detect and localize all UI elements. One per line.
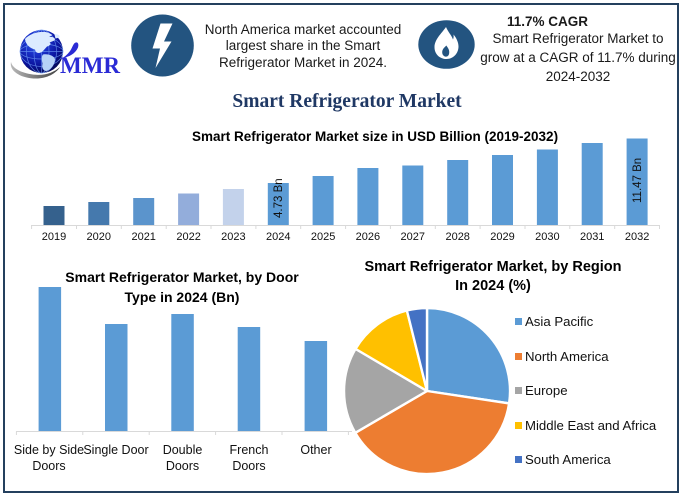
svg-text:Doors: Doors (166, 459, 199, 473)
svg-text:2021: 2021 (131, 231, 155, 243)
svg-text:Doors: Doors (232, 459, 265, 473)
svg-text:2027: 2027 (401, 231, 425, 243)
svg-text:2019: 2019 (42, 231, 66, 243)
svg-text:Side by Side: Side by Side (14, 443, 84, 457)
svg-text:11.47 Bn: 11.47 Bn (632, 158, 644, 203)
svg-text:Doors: Doors (32, 459, 65, 473)
svg-text:French: French (230, 443, 269, 457)
svg-text:MMR: MMR (60, 53, 120, 78)
svg-text:2024: 2024 (266, 231, 290, 243)
svg-text:2031: 2031 (580, 231, 604, 243)
svg-text:2029: 2029 (490, 231, 514, 243)
svg-text:2022: 2022 (176, 231, 200, 243)
svg-text:Single Door: Single Door (83, 443, 148, 457)
svg-text:2023: 2023 (221, 231, 245, 243)
svg-text:2032: 2032 (625, 231, 649, 243)
svg-text:2020: 2020 (87, 231, 111, 243)
svg-text:2030: 2030 (535, 231, 559, 243)
svg-text:2025: 2025 (311, 231, 335, 243)
svg-text:2026: 2026 (356, 231, 380, 243)
svg-text:4.73 Bn: 4.73 Bn (273, 178, 285, 218)
svg-text:2028: 2028 (445, 231, 469, 243)
svg-text:Other: Other (300, 443, 331, 457)
svg-text:Double: Double (163, 443, 203, 457)
